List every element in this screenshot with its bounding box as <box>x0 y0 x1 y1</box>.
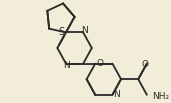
Text: NH₂: NH₂ <box>152 92 169 101</box>
Text: N: N <box>81 26 88 35</box>
Text: N: N <box>64 61 70 70</box>
Text: S: S <box>58 27 64 37</box>
Text: O: O <box>141 60 148 69</box>
Text: N: N <box>113 90 120 99</box>
Text: O: O <box>96 59 103 68</box>
